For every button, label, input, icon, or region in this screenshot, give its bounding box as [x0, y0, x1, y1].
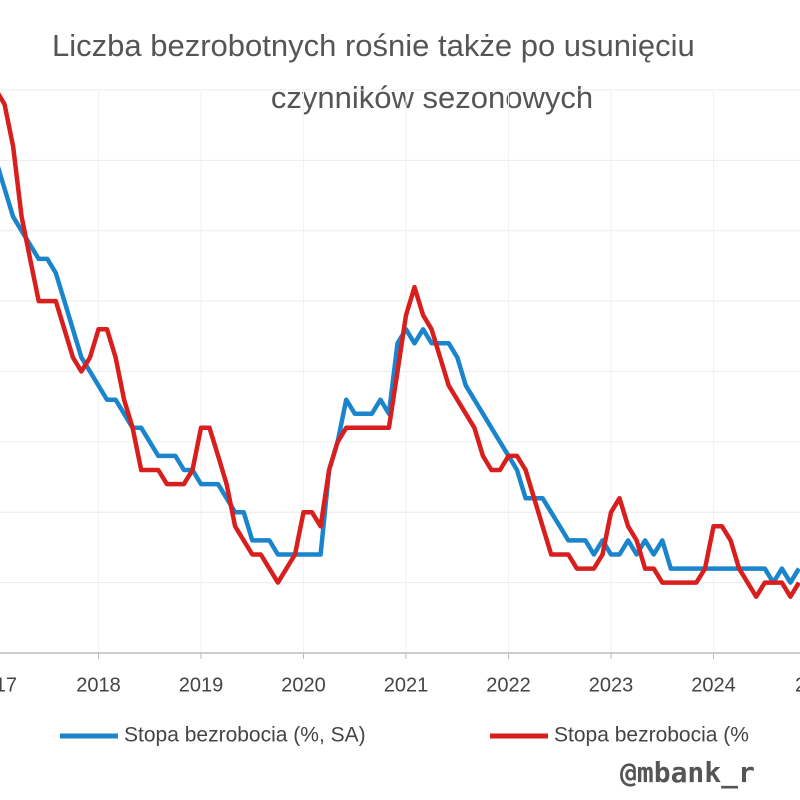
- legend-label: Stopa bezrobocia (%: [554, 724, 749, 747]
- x-tick-label: 2022: [486, 674, 531, 696]
- legend-label: Stopa bezrobocia (%, SA): [124, 724, 366, 747]
- x-tick-label: 17: [0, 674, 17, 696]
- x-tick-label: 2019: [179, 674, 224, 696]
- watermark: @mbank_r: [620, 756, 755, 789]
- x-tick-label: 2021: [384, 674, 429, 696]
- x-tick-label: 2023: [589, 674, 634, 696]
- x-tick-label: 2018: [76, 674, 121, 696]
- x-tick-label: 2024: [691, 674, 736, 696]
- x-tick-label: 2: [795, 674, 800, 696]
- chart-title: Liczba bezrobotnych rośnie także po usun…: [52, 28, 695, 63]
- x-tick-label: 2020: [281, 674, 326, 696]
- data-line: [0, 92, 800, 599]
- chart-title: czynników sezonowych: [271, 80, 593, 115]
